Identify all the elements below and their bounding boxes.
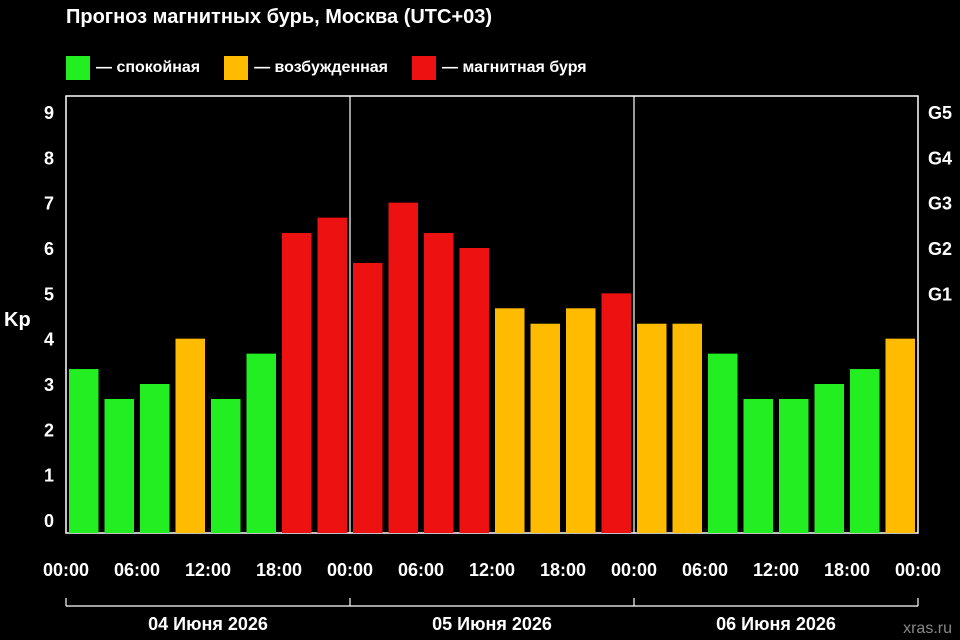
y-tick-label-9: 9 <box>44 103 54 123</box>
legend-label-quiet: — спокойная <box>96 59 201 76</box>
right-axis-label-G1: G1 <box>928 284 952 304</box>
bar-10 <box>424 233 454 534</box>
bar-13 <box>530 323 560 533</box>
y-tick-label-5: 5 <box>44 284 54 304</box>
bar-9 <box>388 202 418 533</box>
legend-swatch-quiet <box>66 56 90 80</box>
right-axis-label-G5: G5 <box>928 103 952 123</box>
legend-label-storm: — магнитная буря <box>442 59 587 76</box>
bar-1 <box>104 398 134 533</box>
x-tick-label-1: 06:00 <box>114 560 160 580</box>
x-tick-label-0: 00:00 <box>43 560 89 580</box>
bar-0 <box>69 369 99 533</box>
bar-3 <box>175 338 205 533</box>
right-axis-label-G2: G2 <box>928 239 952 259</box>
bar-18 <box>708 353 738 533</box>
y-tick-label-6: 6 <box>44 239 54 259</box>
x-tick-label-8: 00:00 <box>611 560 657 580</box>
y-tick-label-8: 8 <box>44 148 54 168</box>
legend-label-active: — возбужденная <box>254 59 389 76</box>
watermark: xras.ru <box>903 620 952 637</box>
bar-22 <box>850 369 880 533</box>
x-tick-label-9: 06:00 <box>682 560 728 580</box>
y-tick-label-0: 0 <box>44 511 54 531</box>
right-axis-label-G3: G3 <box>928 194 952 214</box>
bar-14 <box>566 308 596 533</box>
bar-7 <box>317 217 347 534</box>
legend-item-storm: — магнитная буря <box>412 56 587 80</box>
bar-5 <box>246 353 276 533</box>
legend-swatch-storm <box>412 56 437 80</box>
bar-19 <box>743 398 773 533</box>
x-tick-label-7: 18:00 <box>540 560 586 580</box>
y-tick-label-3: 3 <box>44 375 54 395</box>
bar-2 <box>140 384 170 533</box>
day-label-2: 06 Июня 2026 <box>716 614 836 634</box>
chart-title: Прогноз магнитных бурь, Москва (UTC+03) <box>66 6 493 28</box>
right-axis-label-G4: G4 <box>928 148 952 168</box>
legend-item-active: — возбужденная <box>224 56 388 80</box>
y-tick-label-4: 4 <box>44 330 54 350</box>
x-tick-label-2: 12:00 <box>185 560 231 580</box>
legend-swatch-active <box>224 56 249 80</box>
y-tick-label-1: 1 <box>44 466 54 486</box>
y-tick-label-7: 7 <box>44 194 54 214</box>
bar-6 <box>282 233 312 534</box>
x-tick-label-10: 12:00 <box>753 560 799 580</box>
x-tick-label-5: 06:00 <box>398 560 444 580</box>
bar-20 <box>779 398 809 533</box>
day-label-0: 04 Июня 2026 <box>148 614 268 634</box>
bar-21 <box>814 384 844 533</box>
bar-4 <box>211 398 241 533</box>
x-tick-label-12: 00:00 <box>895 560 941 580</box>
plot-frame <box>65 95 919 534</box>
x-tick-label-6: 12:00 <box>469 560 515 580</box>
bar-16 <box>637 323 667 533</box>
day-label-1: 05 Июня 2026 <box>432 614 552 634</box>
x-tick-label-11: 18:00 <box>824 560 870 580</box>
bar-11 <box>459 248 489 533</box>
bar-12 <box>495 308 525 533</box>
legend-item-quiet: — спокойная <box>66 56 200 80</box>
x-tick-label-4: 00:00 <box>327 560 373 580</box>
legend: — спокойная — возбужденная — магнитная б… <box>66 56 611 80</box>
y-tick-label-2: 2 <box>44 420 54 440</box>
bar-8 <box>353 262 383 533</box>
bar-17 <box>672 323 702 533</box>
bar-15 <box>601 293 631 533</box>
x-tick-label-3: 18:00 <box>256 560 302 580</box>
bar-23 <box>885 338 915 533</box>
y-axis-label: Kp <box>4 309 31 331</box>
